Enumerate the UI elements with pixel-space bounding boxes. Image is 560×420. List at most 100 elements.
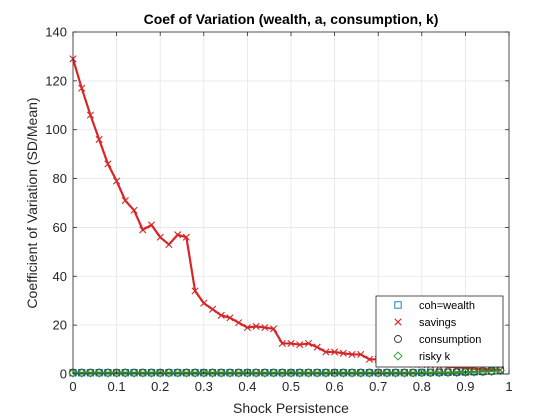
data-point-risky-k bbox=[303, 368, 314, 378]
x-tick-label: 0.4 bbox=[238, 379, 256, 394]
data-point-savings bbox=[322, 348, 330, 356]
data-point-savings bbox=[304, 339, 313, 348]
data-point-risky-k bbox=[103, 368, 113, 378]
data-point-risky-k bbox=[173, 368, 183, 378]
legend-marker-risky-k bbox=[393, 351, 403, 361]
data-point-risky-k bbox=[417, 368, 427, 378]
data-point-savings bbox=[95, 135, 103, 144]
data-point-savings bbox=[235, 319, 243, 327]
data-point-risky-k bbox=[434, 368, 444, 378]
data-point-risky-k bbox=[486, 366, 497, 376]
data-point-savings bbox=[200, 299, 208, 307]
data-point-savings bbox=[174, 231, 182, 239]
data-point-risky-k bbox=[443, 367, 453, 378]
data-point-risky-k bbox=[286, 368, 296, 378]
data-point-risky-k bbox=[129, 368, 139, 378]
data-point-savings bbox=[104, 160, 112, 168]
data-point-risky-k bbox=[242, 368, 253, 378]
y-tick-label: 20 bbox=[53, 318, 67, 333]
data-point-risky-k bbox=[399, 368, 409, 378]
data-point-risky-k bbox=[356, 368, 366, 378]
data-point-risky-k bbox=[391, 368, 401, 378]
data-point-risky-k bbox=[234, 368, 244, 378]
data-point-risky-k bbox=[295, 368, 305, 378]
y-axis-title: Coefficient of Variation (SD/Mean) bbox=[24, 97, 40, 308]
y-tick-label: 120 bbox=[45, 73, 67, 88]
data-point-risky-k bbox=[94, 368, 104, 378]
x-tick-label: 0.6 bbox=[326, 379, 344, 394]
data-point-risky-k bbox=[146, 368, 157, 378]
data-point-risky-k bbox=[460, 367, 471, 377]
data-point-risky-k bbox=[277, 368, 287, 378]
x-tick-label: 0.8 bbox=[413, 379, 431, 394]
x-tick-label: 0 bbox=[69, 379, 76, 394]
data-point-risky-k bbox=[382, 368, 392, 378]
data-point-risky-k bbox=[478, 367, 488, 377]
data-point-savings bbox=[296, 341, 304, 349]
data-point-savings bbox=[208, 305, 217, 313]
data-point-risky-k bbox=[260, 368, 270, 378]
data-point-risky-k bbox=[268, 368, 279, 378]
data-point-savings bbox=[252, 322, 260, 330]
data-point-savings bbox=[86, 111, 95, 119]
data-point-risky-k bbox=[408, 368, 418, 378]
data-point-risky-k bbox=[373, 368, 383, 378]
data-point-savings bbox=[365, 355, 374, 363]
data-point-savings bbox=[278, 339, 286, 348]
data-point-savings bbox=[348, 350, 356, 359]
y-tick-label: 40 bbox=[53, 269, 67, 284]
data-point-savings bbox=[357, 350, 365, 359]
data-point-risky-k bbox=[225, 368, 235, 378]
x-axis-title: Shock Persistence bbox=[233, 400, 349, 416]
data-point-savings bbox=[147, 221, 156, 229]
data-point-savings bbox=[165, 240, 173, 249]
legend-marker-savings bbox=[394, 318, 402, 326]
legend-marker-consumption bbox=[394, 335, 402, 343]
data-point-risky-k bbox=[190, 368, 200, 378]
x-tick-label: 0.7 bbox=[369, 379, 387, 394]
data-point-savings bbox=[191, 287, 199, 295]
data-point-risky-k bbox=[155, 368, 165, 378]
data-point-risky-k bbox=[138, 368, 148, 378]
data-point-risky-k bbox=[85, 368, 96, 378]
data-point-savings bbox=[121, 196, 129, 205]
data-point-risky-k bbox=[425, 368, 436, 378]
data-point-risky-k bbox=[452, 367, 462, 378]
data-point-risky-k bbox=[338, 368, 348, 378]
data-point-savings bbox=[139, 226, 147, 234]
data-point-savings bbox=[243, 323, 251, 332]
legend-label-savings: savings bbox=[419, 317, 457, 329]
data-point-risky-k bbox=[111, 368, 122, 378]
data-point-risky-k bbox=[321, 368, 331, 378]
x-tick-label: 0.3 bbox=[195, 379, 213, 394]
data-point-risky-k bbox=[216, 368, 226, 378]
data-point-savings bbox=[269, 325, 278, 333]
data-point-savings bbox=[78, 84, 86, 92]
y-tick-label: 80 bbox=[53, 171, 67, 186]
data-point-risky-k bbox=[68, 368, 78, 378]
data-point-risky-k bbox=[120, 368, 130, 378]
data-point-risky-k bbox=[181, 368, 191, 378]
data-point-savings bbox=[226, 314, 234, 322]
data-point-savings bbox=[339, 349, 347, 357]
data-point-savings bbox=[130, 206, 138, 214]
legend-label-coh-wealth: coh=wealth bbox=[419, 300, 475, 312]
data-point-savings bbox=[261, 323, 269, 332]
legend-label-consumption: consumption bbox=[419, 334, 481, 346]
x-tick-label: 1 bbox=[505, 379, 512, 394]
y-tick-label: 0 bbox=[60, 367, 67, 382]
data-point-risky-k bbox=[329, 368, 340, 378]
x-tick-label: 0.2 bbox=[151, 379, 169, 394]
legend: coh=wealth savings consumption risky k bbox=[375, 295, 504, 368]
y-tick-label: 100 bbox=[45, 122, 67, 137]
chart-title: Coef of Variation (wealth, a, consumptio… bbox=[144, 11, 439, 27]
data-point-risky-k bbox=[199, 368, 209, 378]
data-point-risky-k bbox=[251, 368, 261, 378]
data-point-risky-k bbox=[77, 368, 87, 378]
data-point-risky-k bbox=[347, 368, 357, 378]
x-tick-label: 0.1 bbox=[108, 379, 126, 394]
data-point-savings bbox=[313, 343, 321, 351]
series-risky-k bbox=[68, 365, 505, 378]
data-point-savings bbox=[182, 233, 190, 241]
